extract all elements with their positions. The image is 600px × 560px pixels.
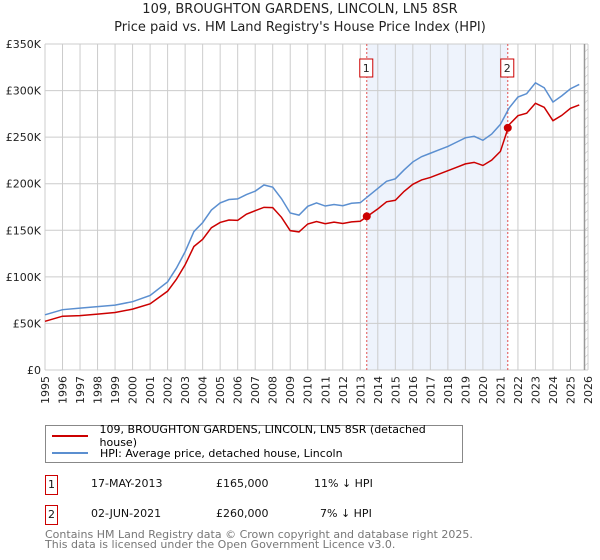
sale-price: £165,000: [216, 477, 269, 490]
sale-hpi-diff: 7% ↓ HPI: [320, 507, 372, 520]
sale-marker-label: 1: [363, 62, 370, 75]
x-tick-label: 2005: [214, 376, 227, 404]
x-tick-label: 2026: [582, 376, 595, 404]
x-tick-label: 2011: [319, 376, 332, 404]
x-tick-label: 2020: [477, 376, 490, 404]
x-tick-label: 2000: [127, 376, 140, 404]
y-tick-label: £50K: [13, 317, 42, 330]
x-tick-label: 1996: [57, 376, 70, 404]
y-tick-label: £150K: [6, 224, 42, 237]
sale-marker-box: [359, 58, 374, 78]
sale-hpi-diff: 11% ↓ HPI: [314, 477, 373, 490]
x-tick-label: 1997: [74, 376, 87, 404]
x-tick-label: 2024: [547, 376, 560, 404]
x-tick-label: 2009: [284, 376, 297, 404]
footer-line-1: Contains HM Land Registry data © Crown c…: [45, 528, 473, 541]
legend-blue-line-icon: [52, 452, 88, 454]
x-tick-label: 2013: [354, 376, 367, 404]
x-tick-label: 1999: [109, 376, 122, 404]
sale-point: [503, 123, 512, 132]
sale-badge: 1: [45, 475, 58, 495]
sale-price: £260,000: [216, 507, 269, 520]
legend: 109, BROUGHTON GARDENS, LINCOLN, LN5 8SR…: [45, 423, 463, 463]
y-tick-label: £250K: [6, 131, 42, 144]
y-tick-label: £350K: [6, 38, 42, 51]
y-tick-label: £0: [27, 364, 41, 377]
x-tick-label: 2006: [232, 376, 245, 404]
footer-line-2: This data is licensed under the Open Gov…: [45, 538, 396, 551]
hpi-line: [44, 81, 580, 316]
x-tick-label: 2018: [442, 376, 455, 404]
sale-marker-box: [500, 58, 515, 78]
sale-date: 02-JUN-2021: [91, 507, 162, 520]
x-tick-label: 2014: [372, 376, 385, 404]
x-tick-label: 2017: [424, 376, 437, 404]
chart-title: 109, BROUGHTON GARDENS, LINCOLN, LN5 8SR: [142, 2, 458, 17]
y-tick-label: £200K: [6, 178, 42, 191]
x-tick-label: 2021: [494, 376, 507, 404]
sale-point: [362, 212, 371, 221]
x-tick-label: 2016: [407, 376, 420, 404]
y-tick-label: £300K: [6, 85, 42, 98]
x-tick-label: 2008: [267, 376, 280, 404]
footer: Contains HM Land Registry data © Crown c…: [45, 528, 473, 551]
x-tick-label: 2015: [389, 376, 402, 404]
x-tick-label: 1995: [39, 376, 52, 404]
y-tick-label: £100K: [6, 271, 42, 284]
x-tick-label: 2004: [197, 376, 210, 404]
x-tick-label: 2023: [529, 376, 542, 404]
plot-area: 1995 1996 1997 1998 1999 2000 2001 2002 2003 2004…: [6, 38, 595, 404]
x-tick-label: 2007: [249, 376, 262, 404]
shaded-period: [366, 44, 508, 370]
sale-badge: 2: [45, 505, 58, 525]
x-tick-label: 2019: [459, 376, 472, 404]
sale-date: 17-MAY-2013: [91, 477, 163, 490]
legend-red-line-icon: [52, 435, 88, 437]
sale-marker-label: 2: [504, 62, 511, 75]
x-tick-label: 2002: [162, 376, 175, 404]
x-tick-label: 2022: [512, 376, 525, 404]
x-tick-label: 2003: [179, 376, 192, 404]
property-line: [44, 102, 580, 323]
x-tick-label: 2010: [302, 376, 315, 404]
legend-hpi: HPI: Average price, detached house, Linc…: [100, 446, 343, 460]
forecast-hatch: [584, 44, 588, 370]
x-tick-label: 2001: [144, 376, 157, 404]
x-tick-label: 2025: [564, 376, 577, 404]
legend-property: 109, BROUGHTON GARDENS, LINCOLN, LN5 8SR…: [99, 423, 426, 449]
chart-subtitle: Price paid vs. HM Land Registry's House …: [114, 20, 486, 35]
x-tick-label: 1998: [92, 376, 105, 404]
x-tick-label: 2012: [337, 376, 350, 404]
